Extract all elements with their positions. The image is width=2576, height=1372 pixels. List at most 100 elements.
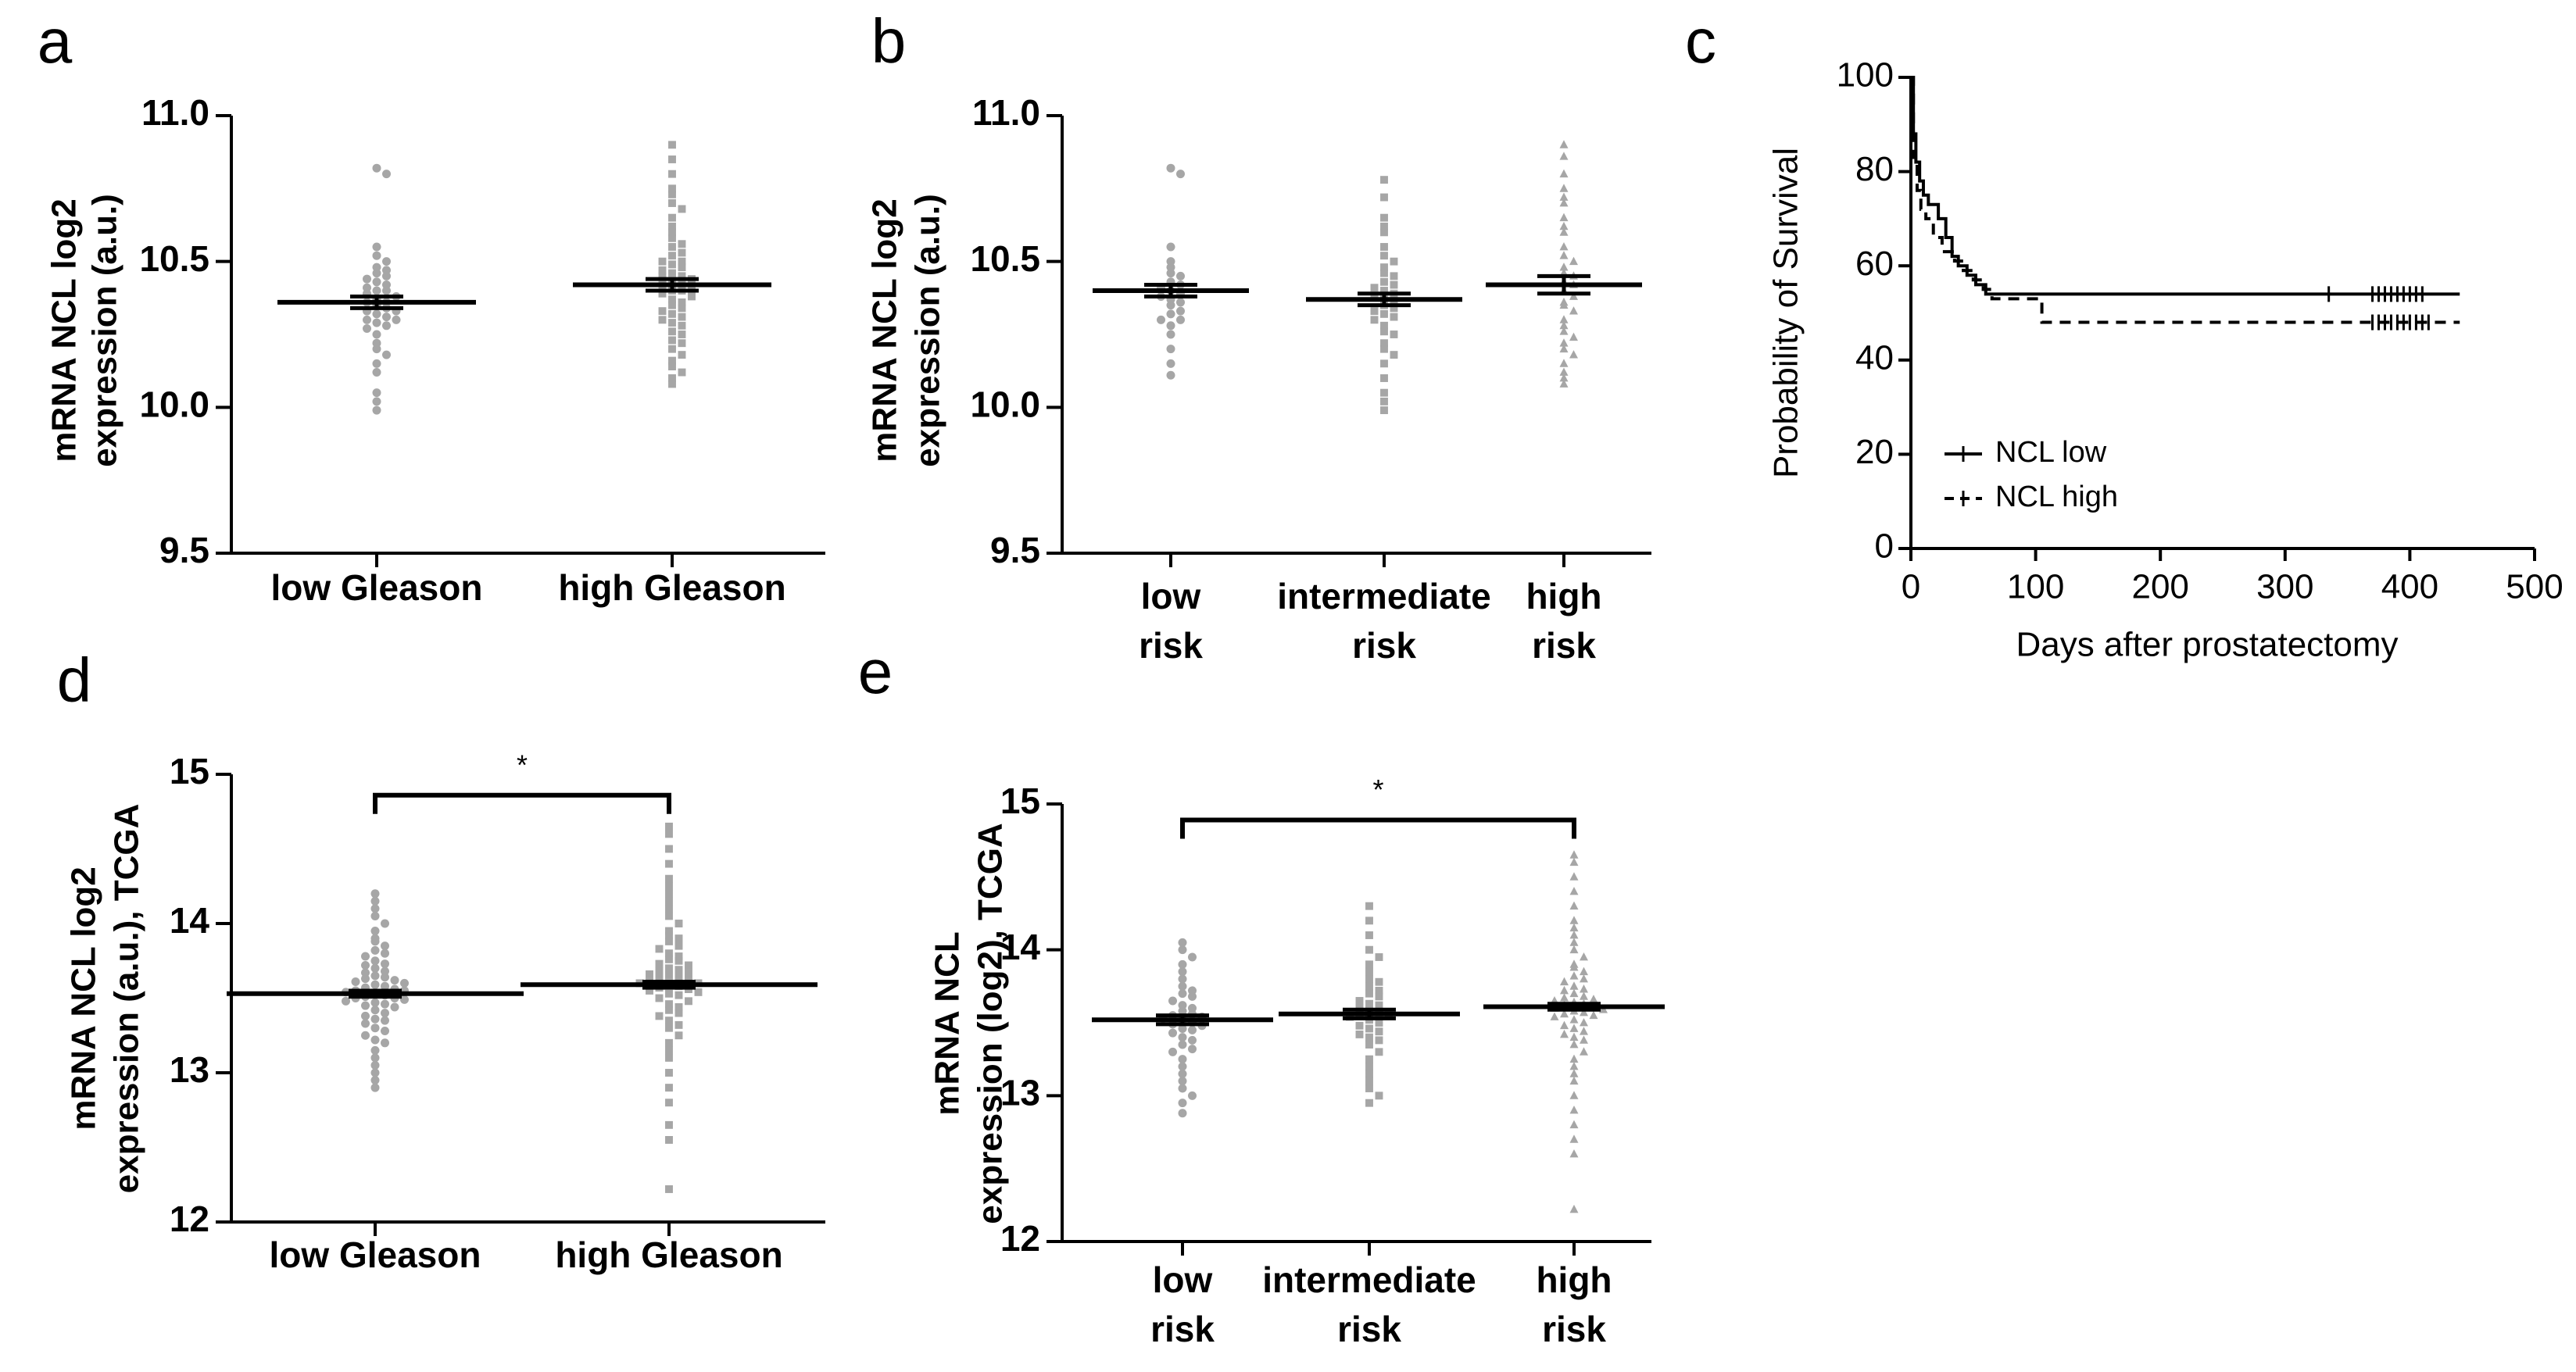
- significance-bracket: [1180, 817, 1576, 839]
- data-point: [1365, 1041, 1373, 1049]
- x-tick-label: 0: [1902, 568, 1920, 606]
- data-point: [1178, 981, 1187, 991]
- data-point: [1178, 1099, 1187, 1108]
- y-axis-label: expression (a.u.): [86, 194, 124, 467]
- data-point: [1380, 388, 1388, 397]
- data-point: [1390, 313, 1398, 321]
- data-point: [1560, 977, 1569, 986]
- data-point: [1370, 316, 1379, 324]
- data-point: [1390, 351, 1398, 359]
- y-axis-label: expression (a.u.): [909, 194, 947, 467]
- data-point: [1178, 1006, 1187, 1016]
- panel-label: a: [38, 6, 73, 76]
- error-bar: [350, 294, 403, 310]
- data-point: [678, 272, 686, 280]
- data-point: [381, 981, 389, 991]
- data-point: [1569, 857, 1579, 866]
- data-point: [668, 269, 676, 277]
- panel-label: b: [871, 6, 907, 76]
- data-point: [382, 350, 391, 359]
- x-tick-label: high Gleason: [558, 567, 785, 608]
- data-point: [1380, 309, 1388, 318]
- data-point: [1188, 1035, 1197, 1045]
- data-point: [1380, 176, 1388, 184]
- y-tick-label: 100: [1837, 56, 1894, 95]
- data-point: [665, 927, 673, 935]
- data-point: [370, 1060, 380, 1070]
- y-tick-label: 0: [1875, 527, 1894, 566]
- data-point: [382, 271, 391, 280]
- data-point: [1157, 315, 1165, 324]
- data-point: [370, 1083, 380, 1092]
- data-point: [688, 284, 696, 292]
- data-point: [1375, 977, 1383, 986]
- data-point: [674, 956, 683, 965]
- data-point: [372, 309, 381, 319]
- error-bar: [1537, 273, 1590, 296]
- data-point: [1166, 269, 1175, 278]
- data-point: [1580, 952, 1588, 961]
- data-point: [372, 318, 381, 327]
- data-point: [1365, 1055, 1373, 1063]
- data-point: [1178, 1040, 1187, 1049]
- data-point: [1559, 140, 1569, 148]
- y-axis-label: expression (log2), TCGA: [971, 823, 1010, 1224]
- data-point: [372, 163, 381, 173]
- data-point: [1390, 330, 1398, 338]
- panel-label: d: [57, 645, 92, 715]
- data-point: [674, 1020, 683, 1029]
- data-point: [1569, 1204, 1579, 1213]
- data-point: [1168, 1028, 1177, 1038]
- data-point: [370, 1024, 380, 1033]
- data-point: [382, 321, 391, 330]
- data-point: [1559, 320, 1569, 330]
- data-point: [1178, 1055, 1187, 1064]
- data-point: [370, 963, 380, 973]
- data-point: [1375, 1001, 1383, 1009]
- data-point: [361, 968, 370, 977]
- data-point: [1559, 263, 1569, 271]
- data-point: [370, 1014, 380, 1024]
- x-tick-label: high Gleason: [555, 1234, 782, 1275]
- data-point: [1380, 193, 1388, 202]
- data-point: [1559, 184, 1569, 192]
- data-point: [685, 969, 692, 977]
- data-point: [1569, 1061, 1579, 1070]
- data-point: [665, 949, 673, 958]
- data-point: [400, 978, 409, 988]
- data-point: [665, 1099, 673, 1107]
- data-point: [1166, 163, 1175, 173]
- data-point: [1178, 967, 1187, 977]
- legend-label: NCL high: [1995, 481, 2118, 513]
- data-point: [1380, 359, 1388, 368]
- data-point: [1178, 1069, 1187, 1078]
- data-point: [370, 1045, 380, 1055]
- data-point: [1569, 256, 1578, 266]
- data-point: [1380, 321, 1388, 330]
- data-point: [372, 277, 381, 287]
- data-point: [665, 1120, 673, 1129]
- data-point: [372, 330, 381, 339]
- data-point: [1178, 1024, 1187, 1033]
- data-point: [1569, 971, 1579, 980]
- data-point: [1380, 339, 1388, 348]
- x-tick-label: high: [1526, 576, 1601, 616]
- data-point: [1178, 989, 1187, 999]
- data-point: [668, 234, 676, 242]
- y-axis-label: expression (a.u.), TCGA: [108, 804, 146, 1194]
- data-point: [1569, 945, 1579, 954]
- data-point: [370, 911, 380, 920]
- data-point: [668, 327, 676, 336]
- data-point: [1380, 263, 1388, 272]
- data-point: [1569, 872, 1579, 881]
- data-point: [1365, 945, 1373, 954]
- data-point: [1589, 1010, 1598, 1020]
- y-tick-label: 12: [170, 1199, 209, 1239]
- data-point: [678, 330, 686, 338]
- data-point: [1380, 397, 1388, 406]
- data-point: [674, 966, 683, 974]
- data-point: [665, 874, 673, 883]
- data-point: [1569, 1105, 1579, 1114]
- data-point: [1380, 269, 1388, 277]
- data-point: [1559, 367, 1569, 376]
